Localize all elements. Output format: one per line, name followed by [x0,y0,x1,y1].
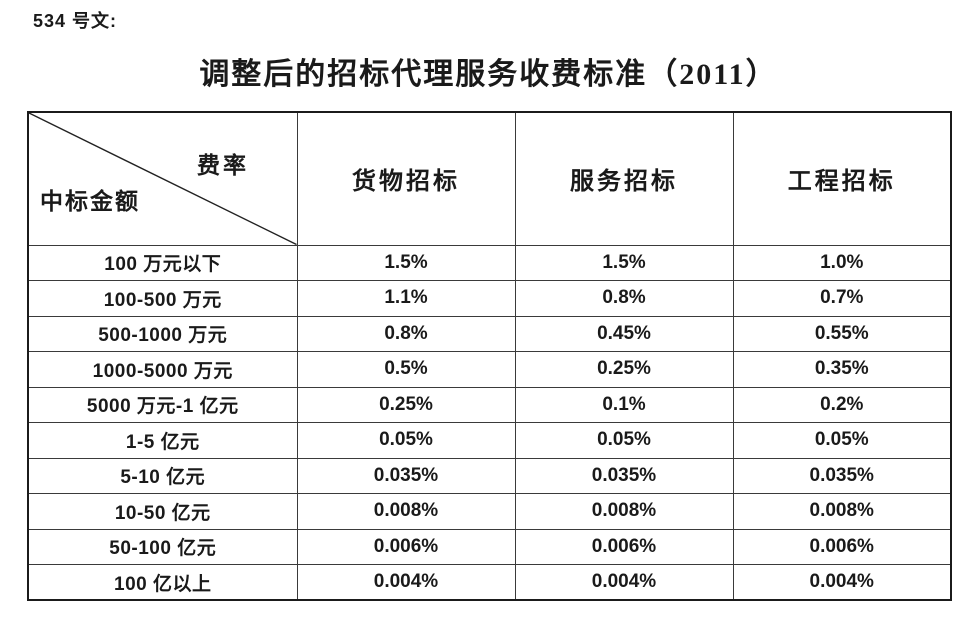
fee-value: 1.5% [296,244,516,281]
fee-value: 0.5% [296,351,516,388]
fee-value: 0.1% [514,386,734,423]
row-label: 5-10 亿元 [27,457,298,494]
fee-value: 0.05% [732,422,952,459]
table-header-row: 费率 中标金额 货物招标 服务招标 工程招标 [27,111,952,246]
fee-value: 0.25% [296,386,516,423]
table-row: 1000-5000 万元 0.5% 0.25% 0.35% [27,351,952,388]
column-header-engineering: 工程招标 [732,111,952,246]
fee-value: 0.004% [296,564,516,601]
row-label: 10-50 亿元 [27,493,298,530]
table-row: 500-1000 万元 0.8% 0.45% 0.55% [27,315,952,352]
table-row: 5000 万元-1 亿元 0.25% 0.1% 0.2% [27,386,952,423]
fee-value: 0.006% [732,528,952,565]
fee-table: 费率 中标金额 货物招标 服务招标 工程招标 100 万元以下 1.5% 1.5… [27,111,952,601]
table-row: 5-10 亿元 0.035% 0.035% 0.035% [27,457,952,494]
fee-value: 0.035% [732,457,952,494]
fee-value: 0.008% [296,493,516,530]
row-label: 100-500 万元 [27,280,298,317]
corner-cell: 费率 中标金额 [27,111,298,246]
corner-label-rate: 费率 [197,153,249,178]
fee-value: 0.035% [514,457,734,494]
fee-value: 0.7% [732,280,952,317]
table-row: 100 万元以下 1.5% 1.5% 1.0% [27,244,952,281]
fee-value: 1.0% [732,244,952,281]
table-row: 1-5 亿元 0.05% 0.05% 0.05% [27,422,952,459]
row-label: 1-5 亿元 [27,422,298,459]
diagonal-line [29,113,297,245]
fee-value: 0.004% [514,564,734,601]
fee-value: 0.006% [514,528,734,565]
fee-value: 0.035% [296,457,516,494]
table-row: 100-500 万元 1.1% 0.8% 0.7% [27,280,952,317]
table-row: 10-50 亿元 0.008% 0.008% 0.008% [27,493,952,530]
page-title: 调整后的招标代理服务收费标准（2011） [199,58,778,91]
corner-label-amount: 中标金额 [40,189,140,214]
fee-value: 0.8% [296,315,516,352]
fee-value: 0.55% [732,315,952,352]
table-row: 50-100 亿元 0.006% 0.006% 0.006% [27,528,952,565]
fee-value: 0.2% [732,386,952,423]
fee-value: 0.8% [514,280,734,317]
fee-value: 1.1% [296,280,516,317]
column-header-goods: 货物招标 [296,111,516,246]
column-header-services: 服务招标 [514,111,734,246]
fee-value: 0.05% [296,422,516,459]
row-label: 50-100 亿元 [27,528,298,565]
row-label: 5000 万元-1 亿元 [27,386,298,423]
fee-value: 0.004% [732,564,952,601]
row-label: 100 亿以上 [27,564,298,601]
doc-number: 534 号文: [33,11,118,31]
fee-value: 0.05% [514,422,734,459]
fee-value: 0.008% [514,493,734,530]
table-row: 100 亿以上 0.004% 0.004% 0.004% [27,564,952,601]
fee-value: 0.25% [514,351,734,388]
row-label: 500-1000 万元 [27,315,298,352]
fee-value: 1.5% [514,244,734,281]
fee-value: 0.006% [296,528,516,565]
row-label: 1000-5000 万元 [27,351,298,388]
fee-value: 0.35% [732,351,952,388]
fee-value: 0.45% [514,315,734,352]
fee-value: 0.008% [732,493,952,530]
row-label: 100 万元以下 [27,244,298,281]
